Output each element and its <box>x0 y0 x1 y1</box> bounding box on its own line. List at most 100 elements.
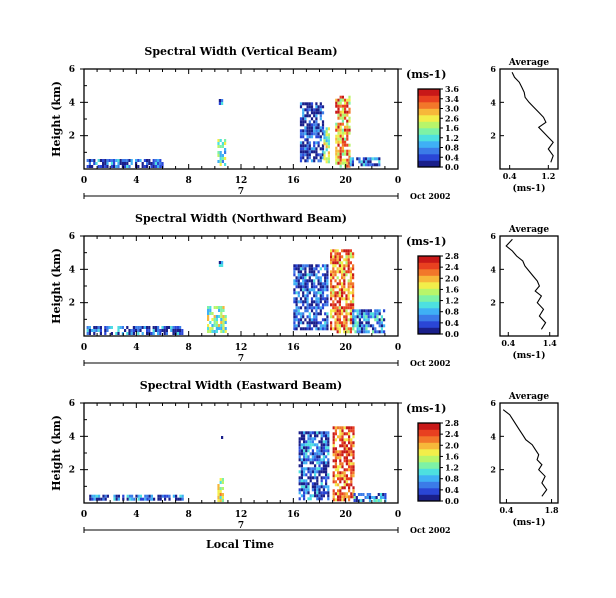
colorbar-tick-label: 1.6 <box>445 123 459 133</box>
heatmap-cell <box>363 330 366 334</box>
heatmap-cell <box>344 149 347 153</box>
heatmap-cell <box>341 267 344 271</box>
heatmap-cell <box>308 267 311 271</box>
heatmap-cell <box>361 327 364 331</box>
heatmap-cell <box>336 285 339 289</box>
heatmap-cells <box>89 426 387 502</box>
heatmap-cell <box>300 479 303 483</box>
heatmap-cell <box>382 496 385 499</box>
heatmap-cell <box>300 488 303 492</box>
heatmap-cell <box>299 321 303 325</box>
heatmap-cell <box>313 123 316 127</box>
heatmap-cell <box>327 446 330 450</box>
colorbar-segment <box>418 449 440 456</box>
heatmap-cell <box>341 98 344 102</box>
heatmap-cell <box>335 161 338 165</box>
heatmap-cell <box>308 279 311 283</box>
heatmap-cell <box>343 330 346 334</box>
heatmap-cell <box>128 494 131 498</box>
heatmap-cell <box>317 123 320 127</box>
heatmap-cell <box>306 132 309 136</box>
heatmap-cell <box>148 329 151 332</box>
heatmap-cell <box>306 321 309 325</box>
heatmap-cell <box>356 330 359 334</box>
heatmap-cell <box>95 329 98 332</box>
heatmap-cell <box>207 306 210 309</box>
heatmap-cell <box>219 154 222 157</box>
heatmap-cell <box>352 303 355 307</box>
heatmap-cell <box>316 494 319 498</box>
heatmap-cell <box>360 160 363 164</box>
heatmap-cell <box>98 494 101 498</box>
heatmap-cell <box>314 494 317 498</box>
heatmap-cell <box>318 461 321 465</box>
heatmap-cell <box>313 141 316 145</box>
heatmap-cell <box>302 111 305 115</box>
heatmap-cell <box>93 329 96 332</box>
heatmap-cell <box>304 309 307 313</box>
heatmap-cell <box>325 470 328 474</box>
heatmap-cell <box>304 294 307 298</box>
heatmap-cell <box>343 309 346 313</box>
heatmap-cell <box>314 482 317 486</box>
heatmap-cell <box>354 324 357 328</box>
heatmap-cell <box>321 126 325 130</box>
heatmap-cell <box>354 318 357 322</box>
heatmap-cell <box>319 153 322 157</box>
heatmap-cell <box>304 273 307 277</box>
heatmap-cell <box>310 273 314 277</box>
heatmap-cell <box>349 282 352 286</box>
heatmap-cell <box>321 156 325 160</box>
heatmap-cell <box>307 482 310 486</box>
heatmap-cell <box>337 134 340 138</box>
heatmap-cell <box>352 309 355 313</box>
heatmap-cell <box>310 105 314 109</box>
colorbar-tick-label: 2.4 <box>445 429 459 439</box>
heatmap-cell <box>324 297 327 301</box>
x-tick-label: 16 <box>287 176 300 186</box>
heatmap-cell <box>313 288 316 292</box>
heatmap-cell <box>341 104 344 108</box>
heatmap-cell <box>332 426 335 430</box>
heatmap-cell <box>317 306 320 310</box>
heatmap-cell <box>367 315 370 319</box>
heatmap-cell <box>317 111 320 115</box>
heatmap-cell <box>344 107 347 111</box>
heatmap-cell <box>324 324 327 328</box>
heatmap-cell <box>117 159 120 162</box>
heatmap-cell <box>355 499 358 502</box>
x-tick-label: 20 <box>339 176 352 186</box>
heatmap-cell <box>99 329 102 332</box>
heatmap-cell <box>311 452 314 456</box>
heatmap-cell <box>332 492 335 496</box>
heatmap-cell <box>209 309 212 312</box>
heatmap-cell <box>341 498 344 502</box>
heatmap-cell <box>217 145 220 148</box>
heatmap-cell <box>334 285 337 289</box>
heatmap-cell <box>299 276 303 280</box>
heatmap-cell <box>298 497 301 501</box>
heatmap-cell <box>345 252 348 256</box>
heatmap-cell <box>319 129 322 133</box>
heatmap-cell <box>220 327 223 330</box>
heatmap-cell <box>338 315 341 319</box>
heatmap-cell <box>181 329 184 332</box>
heatmap-cell <box>358 330 361 334</box>
heatmap-cell <box>343 297 346 301</box>
heatmap-cell <box>218 306 221 309</box>
x-axis-label: Local Time <box>206 538 274 551</box>
heatmap-cell <box>322 461 325 465</box>
heatmap-cell <box>341 107 344 111</box>
heatmap-cell <box>349 157 352 161</box>
heatmap-cell <box>302 267 305 271</box>
heatmap-cell <box>325 133 328 137</box>
heatmap-cell <box>335 152 338 156</box>
heatmap-cell <box>376 312 379 316</box>
heatmap-cell <box>304 144 307 148</box>
heatmap-cell <box>347 306 350 310</box>
heatmap-cell <box>209 330 212 333</box>
heatmap-cell <box>170 329 173 332</box>
heatmap-cell <box>130 159 133 162</box>
heatmap-cell <box>304 297 307 301</box>
heatmap-cell <box>325 443 328 447</box>
